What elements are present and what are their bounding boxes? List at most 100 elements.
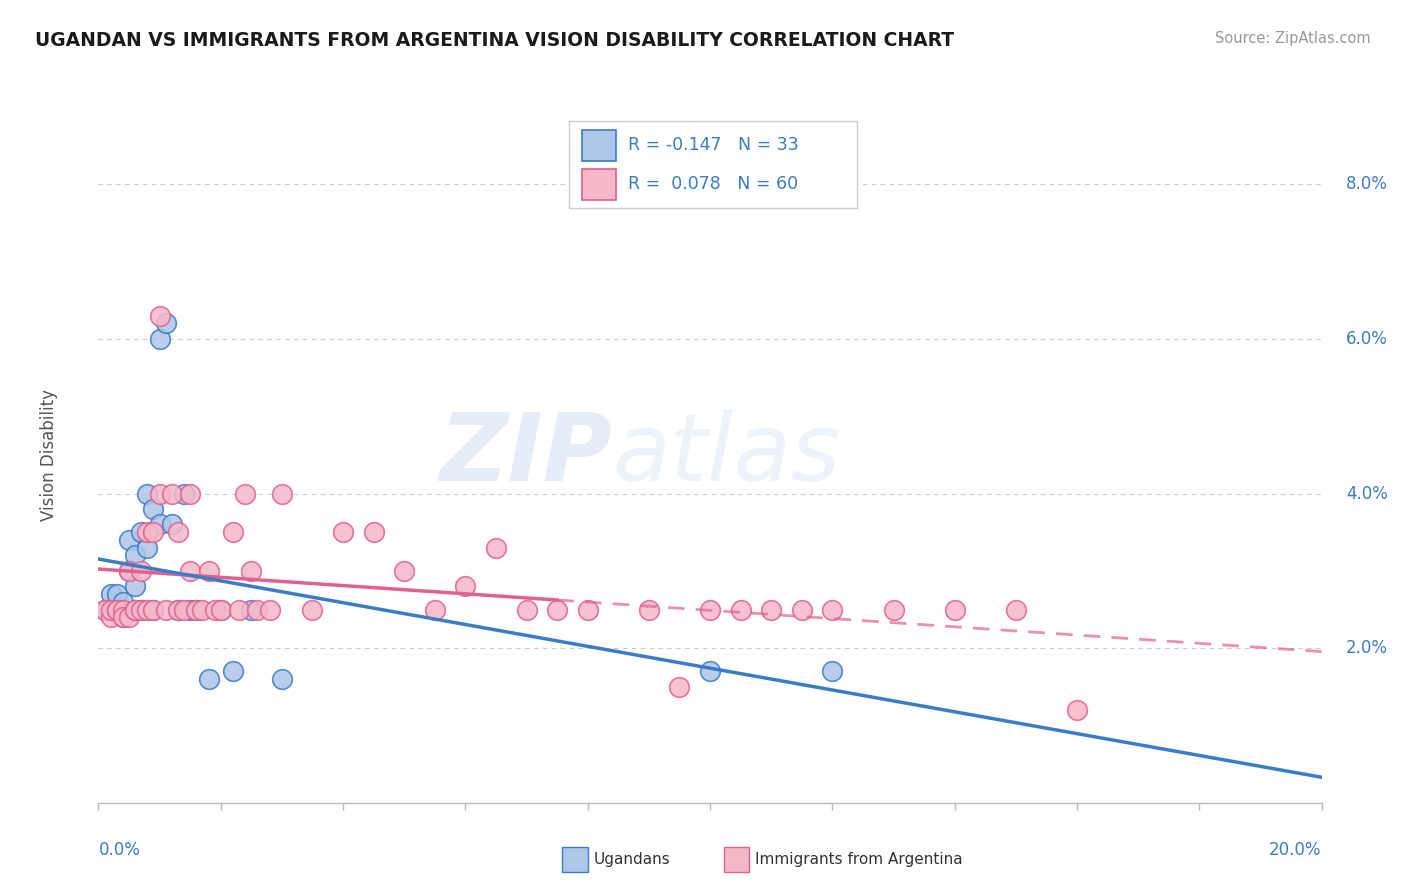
Point: [699, 602, 721, 616]
Point: [1004, 602, 1026, 616]
Text: 20.0%: 20.0%: [1270, 841, 1322, 859]
Point: [129, 564, 152, 578]
Point: [392, 564, 416, 578]
Point: [111, 602, 134, 616]
Point: [160, 486, 183, 500]
Point: [423, 602, 446, 616]
Point: [883, 602, 905, 616]
Point: [124, 602, 146, 616]
Point: [363, 525, 385, 540]
Point: [699, 665, 721, 679]
Point: [93, 602, 115, 616]
Point: [730, 602, 752, 616]
Point: [155, 602, 177, 616]
Point: [136, 541, 159, 555]
Text: 6.0%: 6.0%: [1346, 330, 1388, 348]
Point: [124, 549, 146, 563]
Point: [118, 564, 141, 578]
Point: [149, 332, 172, 346]
Point: [233, 486, 256, 500]
Point: [105, 587, 128, 601]
Point: [222, 665, 245, 679]
Text: 2.0%: 2.0%: [1346, 640, 1388, 657]
Point: [124, 579, 146, 593]
Point: [136, 486, 159, 500]
Text: ZIP: ZIP: [439, 409, 612, 501]
Point: [228, 602, 250, 616]
Point: [167, 525, 190, 540]
Point: [821, 602, 844, 616]
Point: [209, 602, 232, 616]
Point: [167, 602, 190, 616]
Point: [118, 533, 141, 547]
Point: [124, 602, 146, 616]
Point: [173, 602, 195, 616]
Point: [173, 486, 195, 500]
Point: [668, 680, 690, 694]
Point: [821, 665, 844, 679]
Point: [155, 317, 177, 331]
Point: [160, 517, 183, 532]
Point: [576, 602, 599, 616]
Point: [111, 595, 134, 609]
Point: [301, 602, 323, 616]
Text: Immigrants from Argentina: Immigrants from Argentina: [755, 853, 963, 867]
Point: [118, 564, 141, 578]
Point: [129, 602, 152, 616]
Text: 0.0%: 0.0%: [98, 841, 141, 859]
Point: [100, 602, 122, 616]
Point: [943, 602, 966, 616]
Point: [546, 602, 568, 616]
Point: [259, 602, 281, 616]
Point: [100, 610, 122, 624]
Text: Ugandans: Ugandans: [593, 853, 671, 867]
Point: [118, 610, 141, 624]
Point: [179, 602, 201, 616]
Point: [179, 486, 201, 500]
Text: atlas: atlas: [612, 409, 841, 500]
Point: [191, 602, 214, 616]
Point: [149, 486, 172, 500]
Point: [136, 525, 159, 540]
FancyBboxPatch shape: [582, 169, 616, 200]
Point: [93, 602, 115, 616]
Point: [240, 602, 263, 616]
Point: [136, 602, 159, 616]
Text: 4.0%: 4.0%: [1346, 484, 1388, 502]
Point: [759, 602, 782, 616]
Point: [111, 610, 134, 624]
Text: Source: ZipAtlas.com: Source: ZipAtlas.com: [1215, 31, 1371, 46]
Point: [209, 602, 232, 616]
Point: [516, 602, 538, 616]
FancyBboxPatch shape: [582, 130, 616, 161]
Point: [142, 602, 165, 616]
Point: [246, 602, 269, 616]
Point: [204, 602, 226, 616]
Point: [100, 602, 122, 616]
Point: [222, 525, 245, 540]
Point: [186, 602, 208, 616]
Point: [167, 602, 190, 616]
Point: [454, 579, 477, 593]
Point: [637, 602, 661, 616]
Point: [105, 602, 128, 616]
Text: UGANDAN VS IMMIGRANTS FROM ARGENTINA VISION DISABILITY CORRELATION CHART: UGANDAN VS IMMIGRANTS FROM ARGENTINA VIS…: [35, 31, 955, 50]
Point: [105, 602, 128, 616]
Point: [270, 486, 292, 500]
Point: [149, 517, 172, 532]
Text: 8.0%: 8.0%: [1346, 176, 1388, 194]
Text: R = -0.147   N = 33: R = -0.147 N = 33: [628, 136, 799, 154]
Point: [93, 602, 115, 616]
Text: Vision Disability: Vision Disability: [41, 389, 59, 521]
Point: [186, 602, 208, 616]
Point: [142, 502, 165, 516]
Point: [100, 587, 122, 601]
Point: [197, 672, 219, 686]
FancyBboxPatch shape: [569, 121, 856, 208]
Text: R =  0.078   N = 60: R = 0.078 N = 60: [628, 175, 799, 194]
Point: [332, 525, 354, 540]
Point: [142, 525, 165, 540]
Point: [129, 602, 152, 616]
Point: [240, 564, 263, 578]
Point: [197, 564, 219, 578]
